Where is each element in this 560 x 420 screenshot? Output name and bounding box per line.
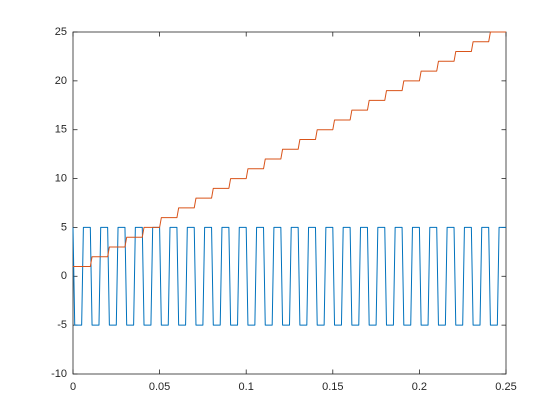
y-tick-label: -5 xyxy=(57,319,67,331)
x-tick-label: 0.15 xyxy=(322,381,343,393)
x-tick-label: 0 xyxy=(70,381,76,393)
y-tick-label: 0 xyxy=(61,270,67,282)
y-tick-label: 15 xyxy=(55,124,67,136)
data-line xyxy=(73,31,506,268)
x-tick-label: 0.1 xyxy=(239,381,254,393)
x-tick-label: 0.25 xyxy=(495,381,516,393)
y-tick-label: 20 xyxy=(55,75,67,87)
y-tick-label: -10 xyxy=(51,368,67,380)
y-tick-label: 5 xyxy=(61,221,67,233)
x-tick-label: 0.05 xyxy=(149,381,170,393)
y-tick-label: 10 xyxy=(55,172,67,184)
x-tick-label: 0.2 xyxy=(412,381,427,393)
data-line xyxy=(72,226,506,326)
y-tick-label: 25 xyxy=(55,26,67,38)
